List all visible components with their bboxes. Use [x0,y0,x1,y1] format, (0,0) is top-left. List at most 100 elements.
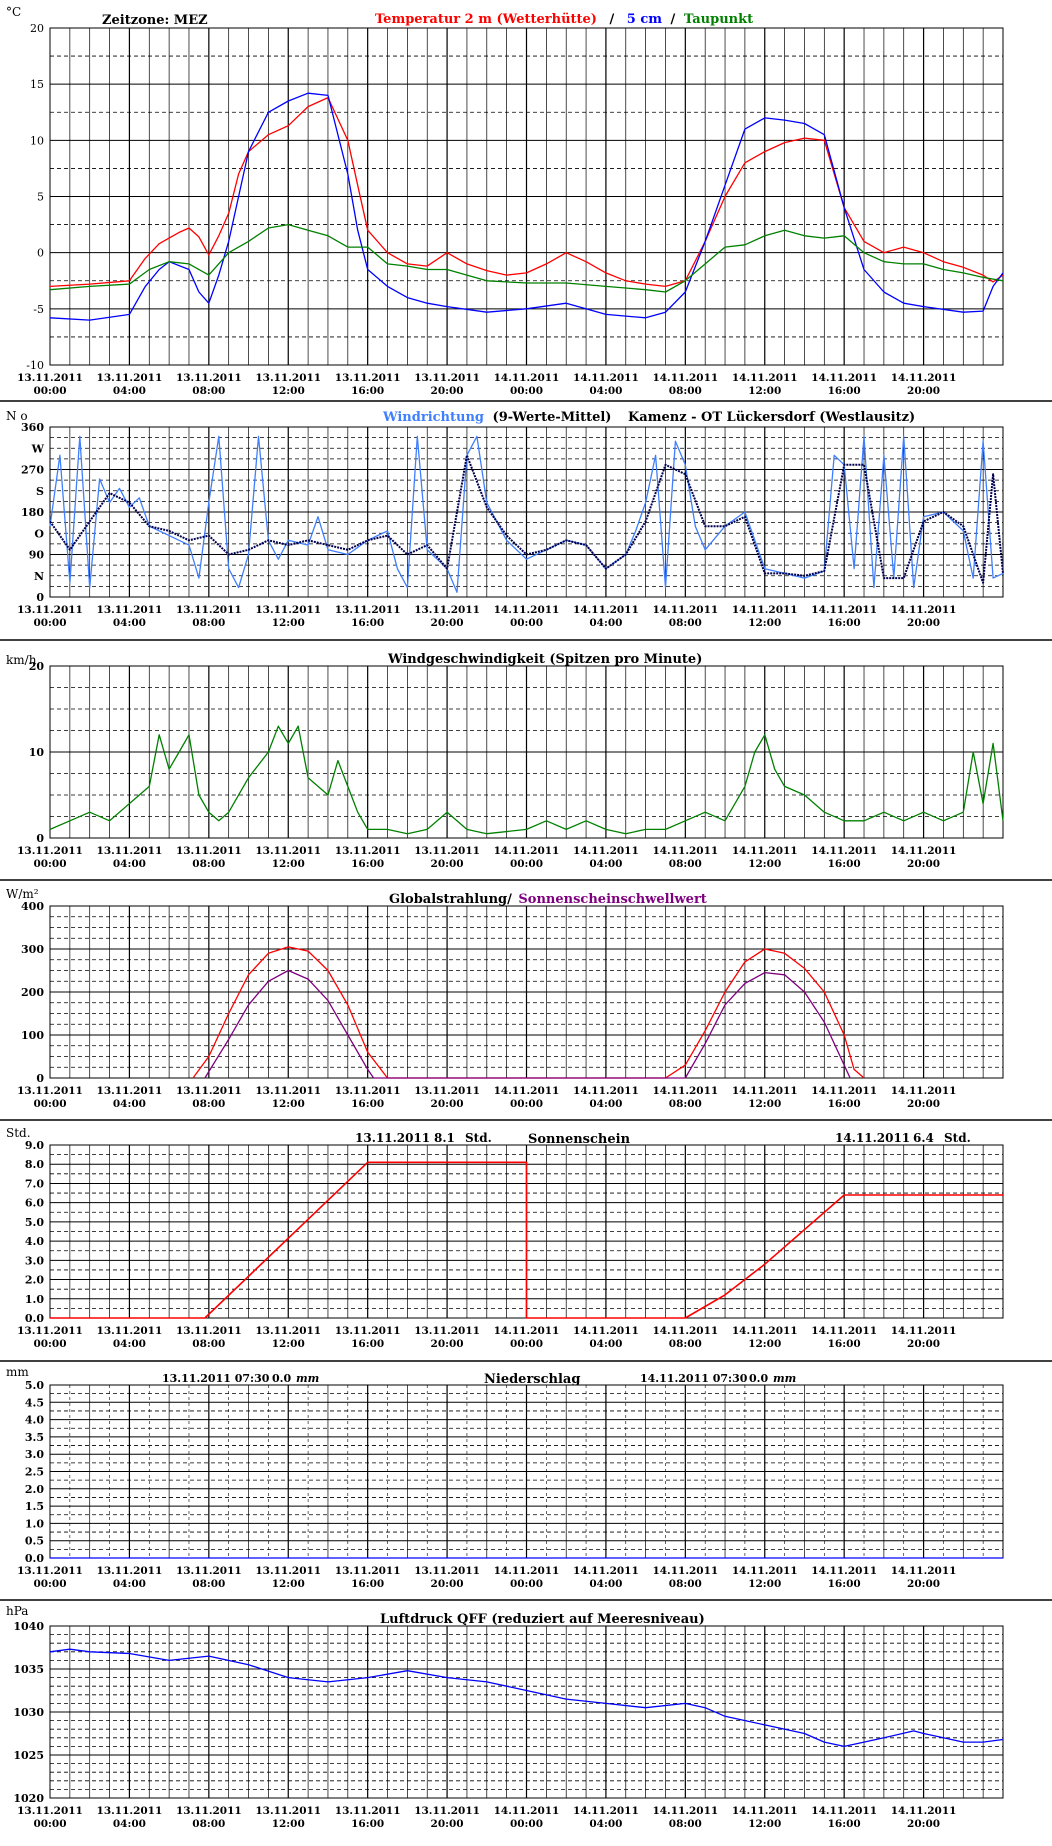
wdir-tick-label: 180 [21,506,44,519]
rain-value2: 0.0 [749,1372,768,1385]
sun-tick-label: 9.0 [25,1139,44,1152]
sun-date-label: 13.11.2011 [335,1325,401,1337]
rad-tick-label: 300 [21,943,44,956]
rain-date-label: 14.11.2011 [652,1565,718,1577]
temp-tick-label: 20 [30,22,44,35]
radiation-panel: W/m² Globalstrahlung/ Sonnenscheinschwel… [6,887,707,907]
pres-tick-label: 1025 [13,1749,44,1762]
wspd-date-label: 14.11.2011 [573,845,639,857]
pres-date-label: 13.11.2011 [335,1805,401,1817]
temp-chart: -10-50510152013.11.201100:0013.11.201104… [17,22,1004,397]
sun-time-label: 20:00 [431,1338,464,1350]
wdir-date-label: 13.11.2011 [176,604,242,616]
pres-tick-label: 1040 [13,1620,44,1633]
wdir-time-label: 16:00 [351,617,384,629]
pres-chart: 1020102510301035104013.11.201100:0013.11… [13,1620,1004,1830]
rain-tick-label: 4.5 [25,1396,44,1409]
wdir-title: Windrichtung (9-Werte-Mittel) [382,410,611,425]
temp-time-label: 20:00 [431,385,464,397]
pres-date-label: 13.11.2011 [176,1805,242,1817]
temp-tick-label: -10 [26,359,44,372]
temp-date-label: 13.11.2011 [335,372,401,384]
wdir-series-line [49,454,1004,584]
temp-time-label: 16:00 [351,385,384,397]
rain-date-label: 14.11.2011 [573,1565,639,1577]
temp-title: Temperatur 2 m (Wetterhütte) / 5 cm / Ta… [375,12,753,27]
rain-tick-label: 5.0 [25,1379,44,1392]
temp-title-sep1: / [609,12,614,27]
rad-chart: 010020030040013.11.201100:0013.11.201104… [17,900,1004,1110]
rad-time-label: 16:00 [828,1098,861,1110]
wspd-date-label: 14.11.2011 [494,845,560,857]
temp-tick-label: 10 [30,134,44,147]
wdir-time-label: 12:00 [748,617,781,629]
wspd-time-label: 20:00 [907,858,940,870]
sun-value2: 6.4 [913,1131,934,1145]
pres-date-label: 14.11.2011 [494,1805,560,1817]
rain-unit2: mm [773,1372,796,1385]
sun-date-label: 13.11.2011 [414,1325,480,1337]
rad-tick-label: 200 [21,986,44,999]
rain-date1: 13.11.2011 07:30 [162,1372,270,1385]
pres-date-label: 13.11.2011 [97,1805,163,1817]
wdir-tick-label: 360 [21,421,44,434]
pres-date-label: 14.11.2011 [652,1805,718,1817]
wind-direction-panel: N o Windrichtung (9-Werte-Mittel) Kamenz… [6,409,915,425]
temp-date-label: 14.11.2011 [652,372,718,384]
wdir-tick-label: N [34,570,44,583]
sun-date-label: 14.11.2011 [891,1325,957,1337]
sun-time-label: 04:00 [589,1338,622,1350]
sun-time-label: 00:00 [33,1338,66,1350]
rad-date-label: 13.11.2011 [97,1085,163,1097]
precipitation-panel: mm 13.11.2011 07:30 0.0 mm Niederschlag … [6,1365,796,1387]
rad-time-label: 08:00 [669,1098,702,1110]
temp-tick-label: 15 [30,78,44,91]
rad-date-label: 14.11.2011 [732,1085,798,1097]
sun-tick-label: 1.0 [25,1293,44,1306]
pres-series-line [49,1648,1004,1748]
rad-time-label: 00:00 [510,1098,543,1110]
rad-time-label: 04:00 [113,1098,146,1110]
wdir-date-label: 14.11.2011 [891,604,957,616]
temp-tick-label: 5 [37,191,44,204]
wdir-tick-label: S [36,485,44,498]
rain-time-label: 04:00 [113,1578,146,1590]
pres-time-label: 00:00 [33,1818,66,1830]
wspd-time-label: 04:00 [113,858,146,870]
rad-tick-label: 400 [21,900,44,913]
wspd-title: Windgeschwindigkeit (Spitzen pro Minute) [387,652,702,667]
wdir-date-label: 13.11.2011 [255,604,321,616]
wspd-time-label: 16:00 [828,858,861,870]
rad-date-label: 13.11.2011 [335,1085,401,1097]
pres-time-label: 20:00 [907,1818,940,1830]
sun-time-label: 20:00 [907,1338,940,1350]
temp-title-dewpoint: Taupunkt [684,12,753,27]
rain-date-label: 14.11.2011 [891,1565,957,1577]
temp-date-label: 14.11.2011 [732,372,798,384]
sun-date-label: 13.11.2011 [97,1325,163,1337]
wdir-date-label: 14.11.2011 [652,604,718,616]
sun-tick-label: 7.0 [25,1177,44,1190]
pres-time-label: 08:00 [669,1818,702,1830]
sun-tick-label: 8.0 [25,1158,44,1171]
rain-tick-label: 2.0 [25,1483,44,1496]
wspd-time-label: 04:00 [589,858,622,870]
wdir-time-label: 16:00 [828,617,861,629]
sun-unit1: Std. [465,1131,492,1145]
pres-time-label: 04:00 [113,1818,146,1830]
temp-series-line [49,223,1004,293]
sun-date-label: 14.11.2011 [732,1325,798,1337]
wspd-time-label: 12:00 [748,858,781,870]
wdir-date-label: 14.11.2011 [811,604,877,616]
wdir-tick-label: O [34,527,44,540]
sun-date-label: 13.11.2011 [17,1325,83,1337]
sun-unit2: Std. [944,1131,971,1145]
pres-date-label: 14.11.2011 [811,1805,877,1817]
wdir-date-label: 13.11.2011 [414,604,480,616]
rad-date-label: 13.11.2011 [255,1085,321,1097]
station-title: Kamenz - OT Lückersdorf (Westlausitz) [628,410,915,425]
rad-tick-label: 100 [21,1029,44,1042]
temp-date-label: 13.11.2011 [255,372,321,384]
sun-date1: 13.11.2011 [355,1131,430,1145]
